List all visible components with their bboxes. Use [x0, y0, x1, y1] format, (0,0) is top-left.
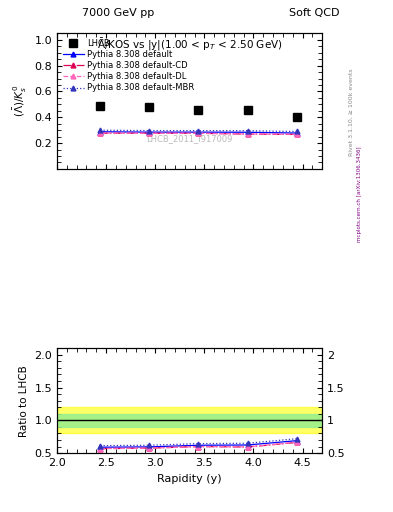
Bar [57, 414, 322, 427]
X-axis label: Rapidity (y): Rapidity (y) [157, 474, 222, 483]
Text: mcplots.cern.ch [arXiv:1306.3436]: mcplots.cern.ch [arXiv:1306.3436] [357, 147, 362, 242]
Text: 7000 GeV pp: 7000 GeV pp [82, 8, 154, 18]
Text: Soft QCD: Soft QCD [289, 8, 340, 18]
Text: LHCB_2011_I917009: LHCB_2011_I917009 [147, 135, 233, 143]
Text: $\bar{\Lambda}$/KOS vs |y|(1.00 < p$_T$ < 2.50 GeV): $\bar{\Lambda}$/KOS vs |y|(1.00 < p$_T$ … [97, 37, 283, 53]
Text: Rivet 3.1.10, ≥ 100k events: Rivet 3.1.10, ≥ 100k events [349, 69, 354, 157]
Y-axis label: $\bar{(\Lambda)}/K^0_s$: $\bar{(\Lambda)}/K^0_s$ [12, 85, 29, 117]
Y-axis label: Ratio to LHCB: Ratio to LHCB [19, 365, 29, 437]
Bar [57, 407, 322, 434]
Legend: LHCB, Pythia 8.308 default, Pythia 8.308 default-CD, Pythia 8.308 default-DL, Py: LHCB, Pythia 8.308 default, Pythia 8.308… [61, 37, 196, 94]
